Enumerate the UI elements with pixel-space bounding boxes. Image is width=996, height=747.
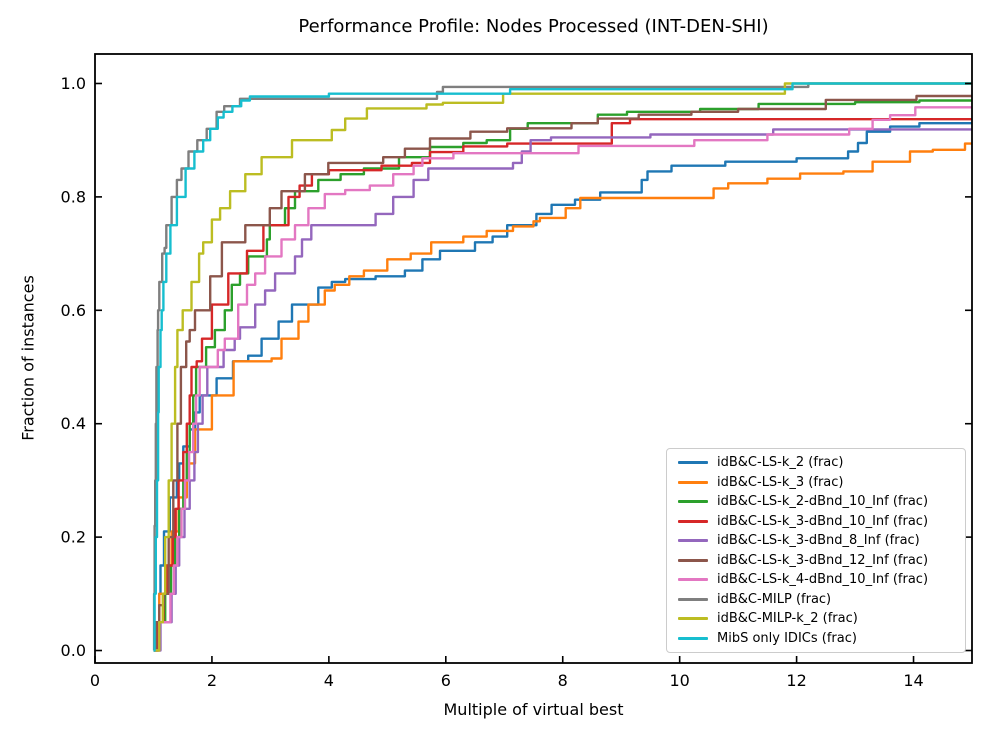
legend-label: MibS only IDICs (frac) [717, 630, 857, 646]
legend-entry: idB&C-LS-k_3-dBnd_12_Inf (frac) [667, 551, 965, 569]
legend-label: idB&C-LS-k_3-dBnd_12_Inf (frac) [717, 552, 929, 568]
series-line-0 [153, 122, 972, 652]
legend-line-swatch [678, 597, 708, 601]
y-tick-label: 0.8 [61, 187, 86, 206]
legend-label: idB&C-MILP-k_2 (frac) [717, 611, 858, 627]
series-line-3 [153, 118, 972, 652]
y-tick-label: 0.0 [61, 641, 86, 660]
legend-label: idB&C-LS-k_3 (frac) [717, 474, 844, 490]
y-tick-label: 0.2 [61, 528, 86, 547]
series-line-8 [153, 82, 972, 652]
x-tick-label: 2 [207, 671, 217, 690]
chart-title: Performance Profile: Nodes Processed (IN… [298, 16, 769, 37]
legend-line-swatch [678, 636, 708, 640]
axes-spines [94, 53, 973, 664]
x-tick-label: 6 [441, 671, 451, 690]
legend-line-swatch [678, 558, 708, 562]
legend-entry: idB&C-LS-k_2-dBnd_10_Inf (frac) [667, 493, 965, 511]
x-tick-label: 14 [903, 671, 923, 690]
legend-line-swatch [678, 578, 708, 582]
legend-label: idB&C-LS-k_4-dBnd_10_Inf (frac) [717, 572, 929, 588]
legend-line-swatch [678, 500, 708, 504]
legend-line-swatch [678, 539, 708, 543]
legend-label: idB&C-LS-k_2 (frac) [717, 455, 844, 471]
x-axis-label: Multiple of virtual best [443, 700, 624, 719]
x-tick-label: 4 [324, 671, 334, 690]
legend-label: idB&C-MILP (frac) [717, 591, 832, 607]
legend-line-swatch [678, 617, 708, 621]
legend: idB&C-LS-k_2 (frac) idB&C-LS-k_3 (frac) id… [666, 448, 966, 653]
x-tick-label: 10 [669, 671, 689, 690]
x-tick-label: 8 [558, 671, 568, 690]
series-line-4 [153, 128, 972, 652]
legend-entry: idB&C-LS-k_3-dBnd_10_Inf (frac) [667, 512, 965, 530]
y-tick-label: 0.4 [61, 414, 86, 433]
legend-line-swatch [678, 480, 708, 484]
legend-line-swatch [678, 461, 708, 465]
legend-entry: idB&C-LS-k_2 (frac) [667, 454, 965, 472]
legend-label: idB&C-LS-k_3-dBnd_10_Inf (frac) [717, 513, 929, 529]
x-tick-label: 12 [786, 671, 806, 690]
legend-entry: idB&C-MILP (frac) [667, 590, 965, 608]
y-tick-label: 0.6 [61, 301, 86, 320]
legend-label: idB&C-LS-k_3-dBnd_8_Inf (frac) [717, 533, 920, 549]
legend-line-swatch [678, 519, 708, 523]
legend-entry: MibS only IDICs (frac) [667, 629, 965, 647]
y-axis-label: Fraction of instances [18, 275, 38, 441]
y-tick-label: 1.0 [61, 74, 86, 93]
legend-entry: idB&C-LS-k_3-dBnd_8_Inf (frac) [667, 532, 965, 550]
x-tick-label: 0 [90, 671, 100, 690]
series-line-5 [153, 94, 972, 652]
legend-entry: idB&C-MILP-k_2 (frac) [667, 610, 965, 628]
legend-label: idB&C-LS-k_2-dBnd_10_Inf (frac) [717, 494, 929, 510]
series-line-9 [153, 82, 972, 652]
series-line-6 [153, 106, 972, 652]
legend-entry: idB&C-LS-k_4-dBnd_10_Inf (frac) [667, 571, 965, 589]
legend-entry: idB&C-LS-k_3 (frac) [667, 473, 965, 491]
